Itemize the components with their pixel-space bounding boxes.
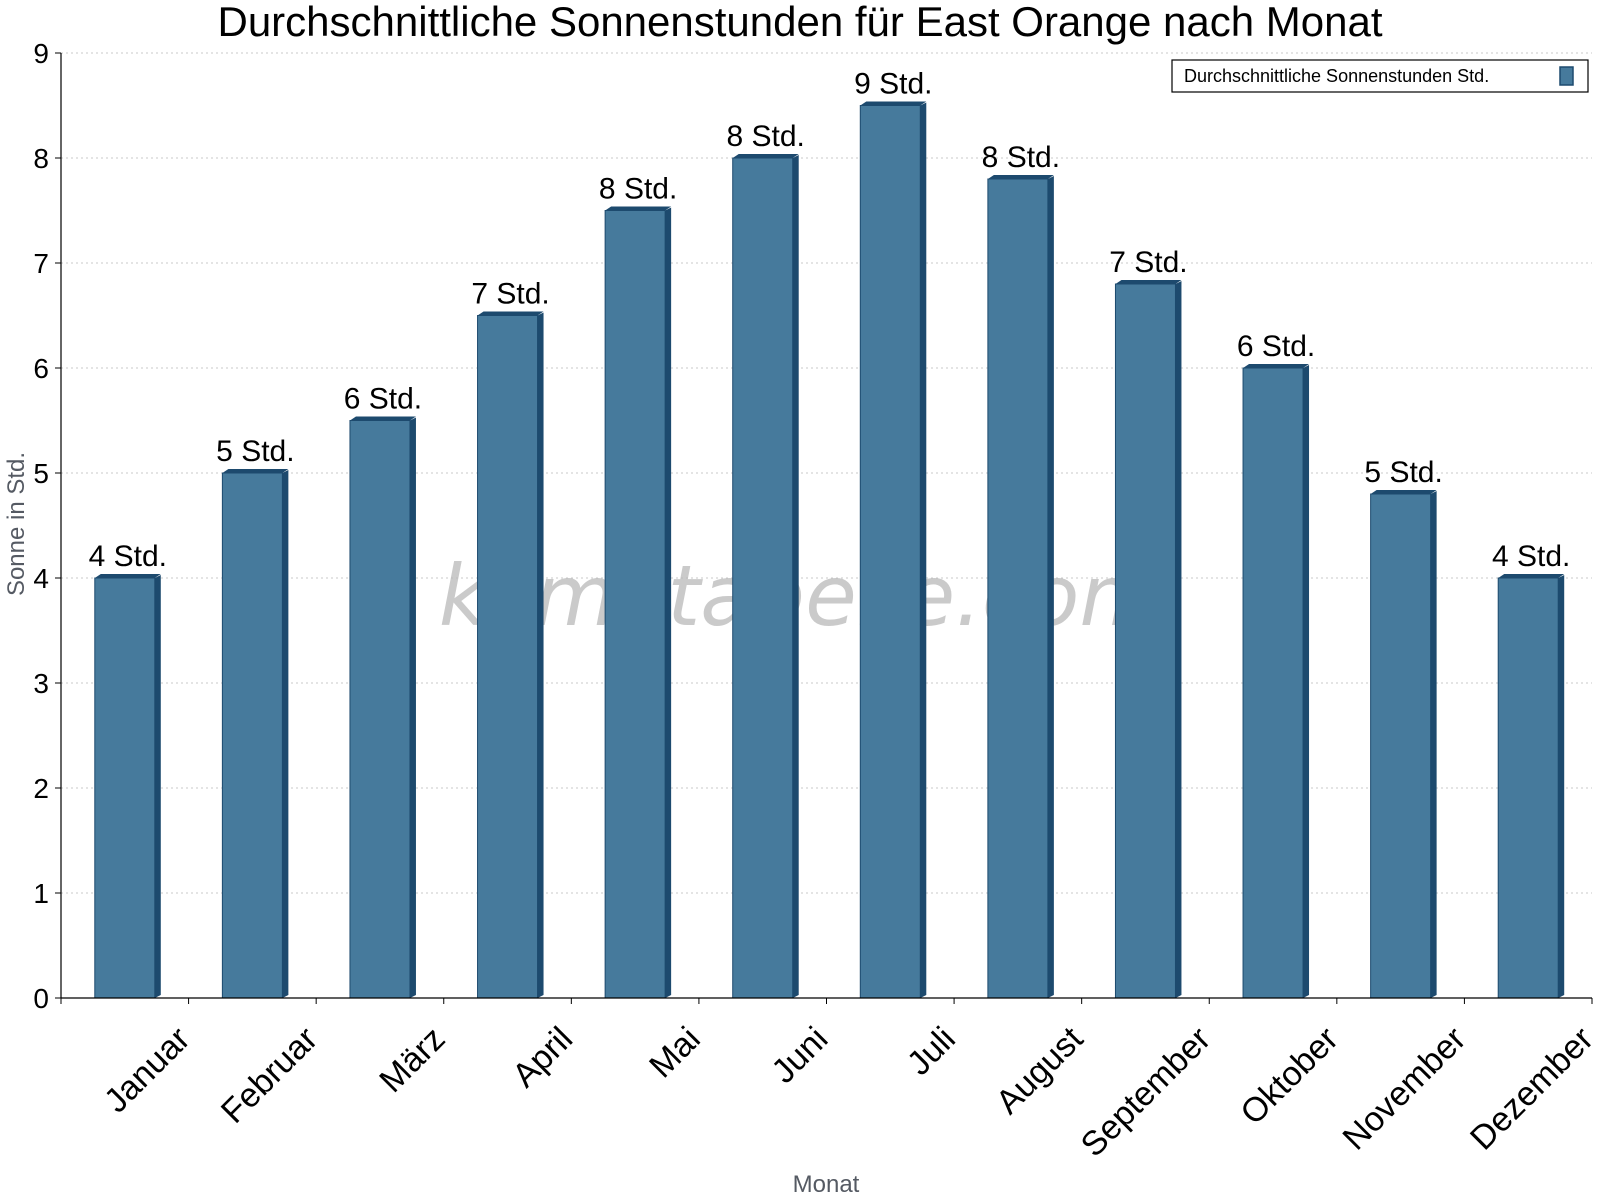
x-tick-label: Februar xyxy=(214,1020,325,1131)
bar-side xyxy=(409,417,416,998)
x-tick-label: Juni xyxy=(764,1020,835,1091)
x-tick-label: November xyxy=(1335,1020,1473,1158)
y-tick-label: 1 xyxy=(33,878,49,909)
bar-side xyxy=(1047,176,1054,998)
bar-top xyxy=(732,154,799,158)
bar-side xyxy=(665,207,672,998)
x-tick-label: September xyxy=(1074,1020,1218,1164)
data-label: 5 Std. xyxy=(216,435,294,468)
y-tick-label: 2 xyxy=(33,773,49,804)
legend-box xyxy=(1171,59,1589,93)
data-label: 6 Std. xyxy=(344,383,422,416)
y-tick-label: 0 xyxy=(33,983,49,1014)
bar-top xyxy=(1498,574,1565,578)
x-tick-label: August xyxy=(989,1019,1091,1121)
data-label: 5 Std. xyxy=(1364,456,1442,489)
data-label: 4 Std. xyxy=(89,540,167,573)
bar xyxy=(859,105,921,999)
bar-side xyxy=(282,470,289,998)
bar xyxy=(477,315,539,999)
x-axis-label: Monat xyxy=(793,1171,860,1198)
bar-side xyxy=(792,155,799,998)
x-tick-label: Mai xyxy=(642,1020,708,1086)
x-tick-label: April xyxy=(505,1020,580,1095)
x-tick-label: Dezember xyxy=(1463,1020,1600,1158)
x-tick-label: März xyxy=(372,1020,452,1100)
bar-top xyxy=(349,416,416,421)
bars xyxy=(94,101,1565,999)
bar-side xyxy=(1303,365,1310,998)
y-tick-label: 7 xyxy=(33,248,49,279)
bar-side xyxy=(1430,491,1437,998)
grid xyxy=(61,52,1592,894)
y-axis-label: Sonne in Std. xyxy=(3,452,30,596)
bar-top xyxy=(1370,490,1437,494)
bar xyxy=(987,178,1049,999)
data-label: 7 Std. xyxy=(1109,246,1187,279)
data-label: 8 Std. xyxy=(727,120,805,153)
y-tick-label: 6 xyxy=(33,353,49,384)
data-label: 7 Std. xyxy=(471,278,549,311)
bar-top xyxy=(94,574,161,578)
data-label: 8 Std. xyxy=(599,173,677,206)
bar xyxy=(221,472,283,999)
bar-top xyxy=(605,206,672,211)
data-label: 9 Std. xyxy=(854,68,932,101)
y-tick-label: 4 xyxy=(33,563,49,594)
bar xyxy=(349,420,411,999)
chart-title: Durchschnittliche Sonnenstunden für East… xyxy=(217,0,1382,45)
bar xyxy=(604,210,666,999)
bar xyxy=(1242,367,1304,999)
bar-top xyxy=(1115,280,1182,284)
bar xyxy=(1114,283,1176,999)
data-label: 6 Std. xyxy=(1237,330,1315,363)
bar xyxy=(1370,493,1432,999)
legend: Durchschnittliche Sonnenstunden Std. xyxy=(1171,59,1589,93)
bar xyxy=(1497,577,1559,999)
bar-top xyxy=(1243,364,1310,368)
legend-label: Durchschnittliche Sonnenstunden Std. xyxy=(1184,66,1489,86)
x-tick-label: Juli xyxy=(900,1020,963,1083)
bar-top xyxy=(860,101,927,106)
bar-side xyxy=(1175,281,1182,998)
bar-top xyxy=(987,175,1054,179)
x-tick-label: Januar xyxy=(97,1020,197,1120)
y-tick-label: 3 xyxy=(33,668,49,699)
y-tick-label: 9 xyxy=(33,38,49,69)
bar-top xyxy=(477,311,544,316)
x-tick-label: Oktober xyxy=(1233,1020,1345,1132)
bar-side xyxy=(154,575,161,998)
y-tick-label: 8 xyxy=(33,143,49,174)
y-tick-label: 5 xyxy=(33,458,49,489)
data-labels: 4 Std. 5 Std. 6 Std. 7 Std. 8 Std. 8 Std. 9 St… xyxy=(89,68,1571,574)
bar-side xyxy=(920,102,927,998)
bar-top xyxy=(222,469,289,473)
bar-side xyxy=(1558,575,1565,998)
legend-swatch xyxy=(1559,66,1574,86)
bar xyxy=(94,577,156,999)
data-label: 8 Std. xyxy=(982,141,1060,174)
data-label: 4 Std. xyxy=(1492,540,1570,573)
bar xyxy=(732,157,794,999)
bar-side xyxy=(537,312,544,998)
